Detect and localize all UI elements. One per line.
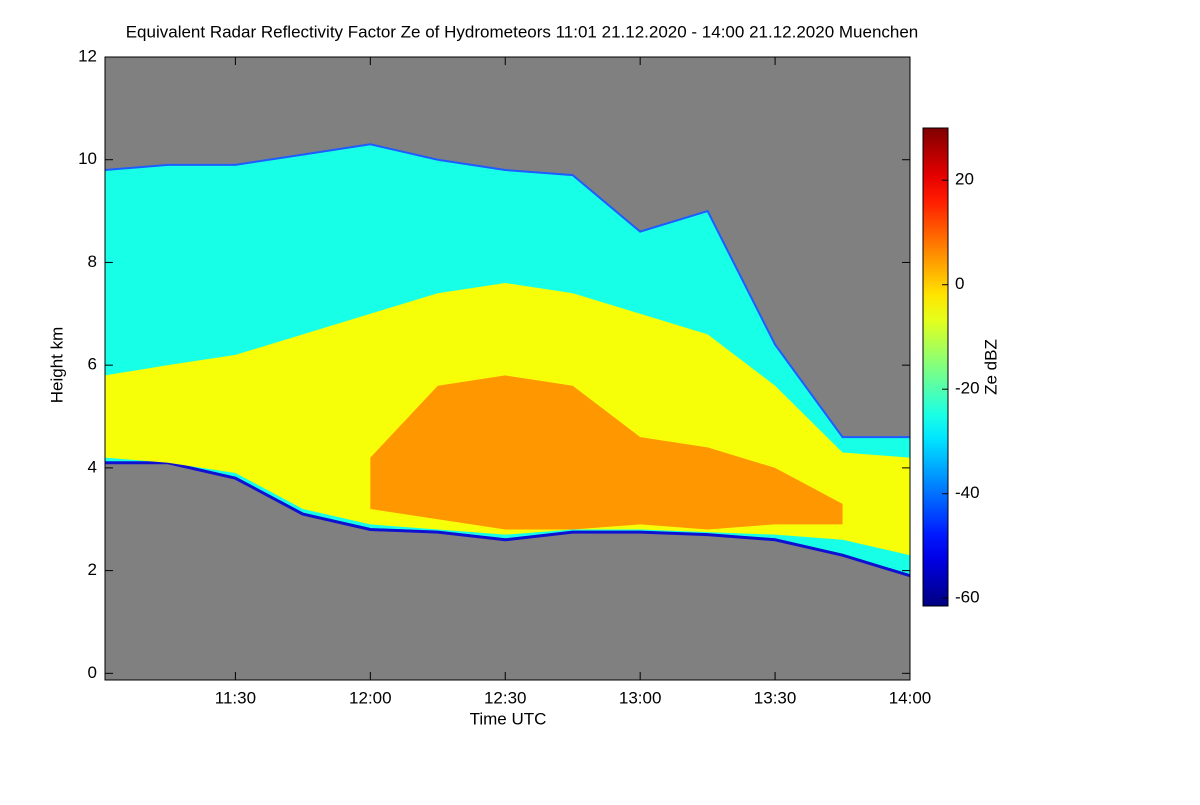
x-tick-label: 13:30 (754, 688, 797, 707)
colorbar-tick-label: 0 (955, 274, 964, 293)
chart-title: Equivalent Radar Reflectivity Factor Ze … (126, 22, 919, 41)
y-tick-label: 8 (88, 252, 97, 271)
reflectivity-layer (370, 375, 843, 530)
colorbar-tick-label: 20 (955, 170, 974, 189)
x-tick-label: 12:00 (349, 688, 392, 707)
x-tick-label: 13:00 (619, 688, 662, 707)
layer-top (105, 143, 910, 439)
colorbar (922, 127, 949, 607)
y-tick-label: 4 (88, 457, 97, 476)
colorbar-tick-label: -60 (955, 588, 980, 607)
y-tick-label: 0 (88, 663, 97, 682)
x-tick-label: 11:30 (215, 688, 256, 707)
colorbar-tick-label: -40 (955, 483, 980, 502)
x-axis-label: Time UTC (470, 709, 547, 728)
layer-base (105, 461, 910, 578)
y-axis-label: Height km (47, 327, 66, 404)
plot-frame (104, 56, 911, 681)
y-tick-label: 2 (88, 560, 97, 579)
y-tick-label: 12 (78, 46, 97, 65)
x-tick-label: 12:30 (484, 688, 527, 707)
y-tick-label: 6 (88, 355, 97, 374)
x-tick-label: 14:00 (889, 688, 932, 707)
y-tick-label: 10 (78, 149, 97, 168)
colorbar-label: Ze dBZ (981, 339, 1000, 395)
colorbar-tick-label: -20 (955, 379, 980, 398)
